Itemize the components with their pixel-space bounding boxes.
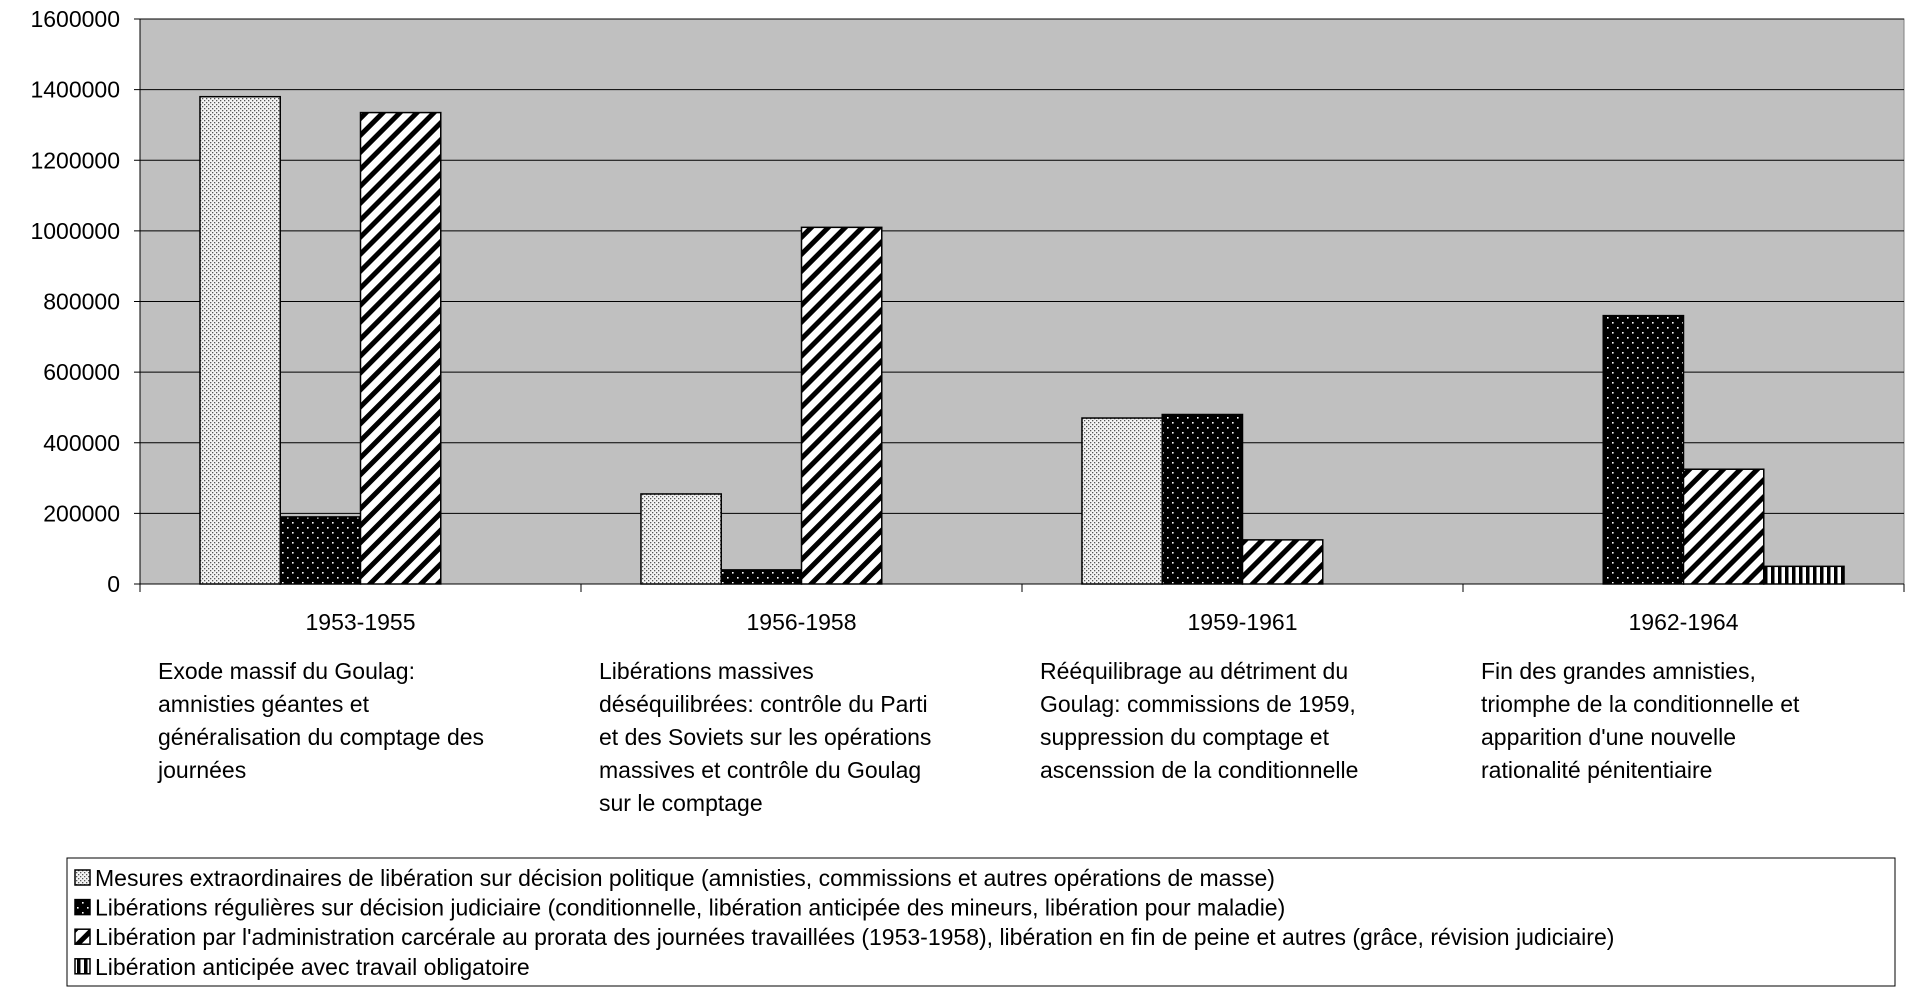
bar xyxy=(720,569,803,585)
category-description: généralisation du comptage des xyxy=(158,724,484,750)
legend-label: Libération par l'administration carcéral… xyxy=(95,924,1614,950)
y-tick-label: 0 xyxy=(107,571,120,597)
category-description: et des Soviets sur les opérations xyxy=(599,724,931,750)
category-description: Fin des grandes amnisties, xyxy=(1481,658,1756,684)
y-tick-label: 200000 xyxy=(43,500,120,526)
category-description: Goulag: commissions de 1959, xyxy=(1040,691,1356,717)
y-tick-label: 400000 xyxy=(43,430,120,456)
category-description: massives et contrôle du Goulag xyxy=(599,757,921,783)
legend-label: Libération anticipée avec travail obliga… xyxy=(95,954,530,980)
legend-label: Libérations régulières sur décision judi… xyxy=(95,895,1285,921)
y-tick-label: 1000000 xyxy=(30,218,120,244)
bar xyxy=(800,226,883,585)
y-tick-label: 1400000 xyxy=(30,77,120,103)
bar xyxy=(1763,565,1845,585)
category-description: apparition d'une nouvelle xyxy=(1481,724,1736,750)
x-tick-label: 1953-1955 xyxy=(306,609,416,635)
category-description: sur le comptage xyxy=(599,790,763,816)
x-tick-label: 1959-1961 xyxy=(1188,609,1298,635)
y-tick-label: 800000 xyxy=(43,289,120,315)
category-description: ascenssion de la conditionnelle xyxy=(1040,757,1358,783)
bar xyxy=(1161,413,1244,585)
bar xyxy=(1682,468,1765,585)
category-description: Exode massif du Goulag: xyxy=(158,658,415,684)
legend-swatch xyxy=(74,898,91,916)
category-description: journées xyxy=(157,757,246,783)
category-description: déséquilibrées: contrôle du Parti xyxy=(599,691,928,717)
category-description: Libérations massives xyxy=(599,658,814,684)
category-description: Rééquilibrage au détriment du xyxy=(1040,658,1348,684)
legend-label: Mesures extraordinaires de libération su… xyxy=(95,865,1275,891)
y-tick-label: 1200000 xyxy=(30,147,120,173)
y-tick-label: 1600000 xyxy=(30,6,120,32)
y-tick-label: 600000 xyxy=(43,359,120,385)
x-tick-label: 1962-1964 xyxy=(1629,609,1739,635)
bar xyxy=(1602,314,1685,585)
legend-swatch xyxy=(74,958,91,975)
legend-box xyxy=(66,857,1896,987)
bar xyxy=(1081,417,1163,585)
legend-swatch xyxy=(74,869,91,886)
category-description: amnisties géantes et xyxy=(158,691,370,717)
bar xyxy=(640,493,722,585)
bar xyxy=(279,516,362,585)
category-description: triomphe de la conditionnelle et xyxy=(1481,691,1800,717)
bar xyxy=(199,95,281,585)
legend-swatch xyxy=(74,928,91,945)
x-tick-label: 1956-1958 xyxy=(747,609,857,635)
bar xyxy=(1241,539,1324,585)
category-description: rationalité pénitentiaire xyxy=(1481,757,1712,783)
bar xyxy=(359,111,442,585)
category-description: suppression du comptage et xyxy=(1040,724,1330,750)
